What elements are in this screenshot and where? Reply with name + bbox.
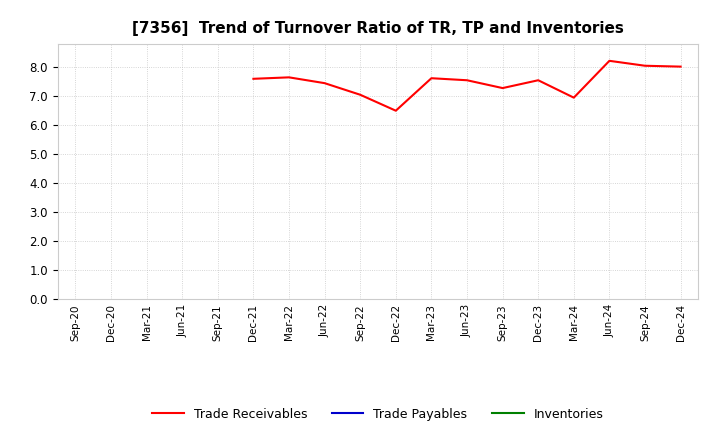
Trade Receivables — [534, 77, 543, 83]
Trade Receivables — [320, 81, 329, 86]
Trade Receivables — [356, 92, 364, 97]
Trade Receivables — [676, 64, 685, 69]
Legend: Trade Receivables, Trade Payables, Inventories: Trade Receivables, Trade Payables, Inven… — [148, 403, 608, 425]
Title: [7356]  Trend of Turnover Ratio of TR, TP and Inventories: [7356] Trend of Turnover Ratio of TR, TP… — [132, 21, 624, 36]
Trade Receivables — [392, 108, 400, 114]
Trade Receivables — [249, 76, 258, 81]
Trade Receivables — [498, 85, 507, 91]
Trade Receivables — [570, 95, 578, 100]
Trade Receivables — [284, 75, 293, 80]
Trade Receivables — [641, 63, 649, 68]
Line: Trade Receivables: Trade Receivables — [253, 61, 680, 111]
Trade Receivables — [427, 76, 436, 81]
Trade Receivables — [463, 77, 472, 83]
Trade Receivables — [605, 58, 613, 63]
